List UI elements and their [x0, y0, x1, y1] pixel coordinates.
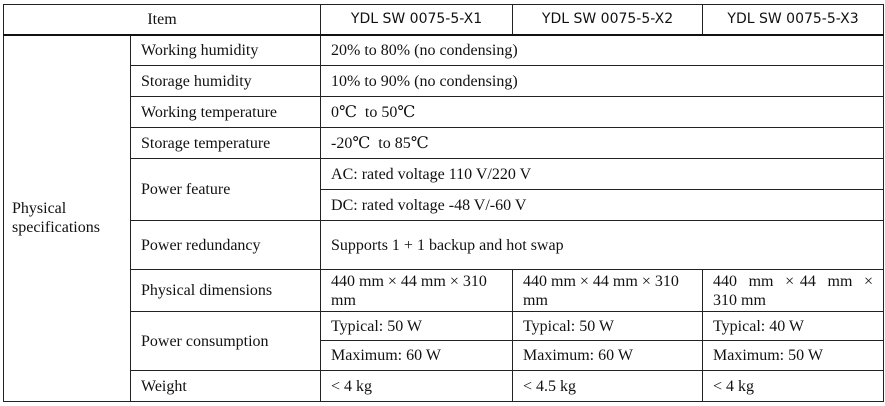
table-row: Weight < 4 kg < 4.5 kg < 4 kg [4, 370, 885, 402]
header-model-x2: YDL SW 0075-5-X2 [512, 4, 704, 36]
row-label-power-feature: Power feature [129, 158, 322, 221]
table-row: Storage temperature -20℃ to 85℃ [4, 127, 885, 159]
value-physical-dimensions-x3: 440 mm × 44 mm × 310 mm [702, 269, 885, 312]
table-row: Power feature AC: rated voltage 110 V/22… [4, 158, 885, 221]
value-storage-humidity: 10% to 90% (no condensing) [320, 65, 885, 97]
table-row: Physical specifications Working humidity… [3, 34, 885, 402]
header-model-x3: YDL SW 0075-5-X3 [702, 4, 885, 36]
specifications-table: Item YDL SW 0075-5-X1 YDL SW 0075-5-X2 Y… [2, 4, 885, 402]
table-row: Maximum: 60 W Maximum: 60 W Maximum: 50 … [4, 340, 885, 371]
value-power-maximum-x3: Maximum: 50 W [702, 340, 885, 371]
value-power-feature-dc: DC: rated voltage -48 V/-60 V [320, 189, 885, 221]
header-model-x1: YDL SW 0075-5-X1 [320, 4, 514, 36]
value-power-typical-x2: Typical: 50 W [512, 311, 704, 341]
category-physical-specifications: Physical specifications [3, 34, 131, 402]
value-power-typical-x1: Typical: 50 W [320, 311, 514, 341]
value-weight-x1: < 4 kg [320, 370, 514, 402]
row-label-power-consumption: Power consumption [129, 311, 322, 371]
value-power-maximum-x2: Maximum: 60 W [512, 340, 704, 371]
value-power-typical-x3: Typical: 40 W [702, 311, 885, 341]
header-row: Item YDL SW 0075-5-X1 YDL SW 0075-5-X2 Y… [2, 4, 885, 36]
value-physical-dimensions-x2: 440 mm × 44 mm × 310 mm [512, 269, 704, 312]
value-storage-temperature: -20℃ to 85℃ [320, 127, 885, 159]
table-row: Power redundancy Supports 1 + 1 backup a… [4, 220, 885, 270]
table-row: Working temperature 0℃ to 50℃ [4, 96, 885, 128]
header-item: Item [2, 4, 322, 36]
table-row: Physical dimensions 440 mm × 44 mm × 310… [4, 269, 885, 312]
value-weight-x3: < 4 kg [702, 370, 885, 402]
value-working-temperature: 0℃ to 50℃ [320, 96, 885, 128]
row-label-power-redundancy: Power redundancy [129, 220, 322, 270]
row-label-working-humidity: Working humidity [129, 34, 322, 66]
value-weight-x2: < 4.5 kg [512, 370, 704, 402]
table-row: Power consumption Typical: 50 W Typical:… [4, 311, 885, 371]
row-label-storage-humidity: Storage humidity [129, 65, 322, 97]
row-label-storage-temperature: Storage temperature [129, 127, 322, 159]
value-power-maximum-x1: Maximum: 60 W [320, 340, 514, 371]
value-working-humidity: 20% to 80% (no condensing) [320, 34, 885, 66]
row-label-weight: Weight [129, 370, 322, 402]
table-row: DC: rated voltage -48 V/-60 V [4, 189, 885, 221]
row-label-working-temperature: Working temperature [129, 96, 322, 128]
row-label-physical-dimensions: Physical dimensions [129, 269, 322, 312]
table-row: Storage humidity 10% to 90% (no condensi… [4, 65, 885, 97]
value-physical-dimensions-x1: 440 mm × 44 mm × 310 mm [320, 269, 514, 312]
value-power-feature-ac: AC: rated voltage 110 V/220 V [320, 158, 885, 190]
value-power-redundancy: Supports 1 + 1 backup and hot swap [320, 220, 885, 270]
